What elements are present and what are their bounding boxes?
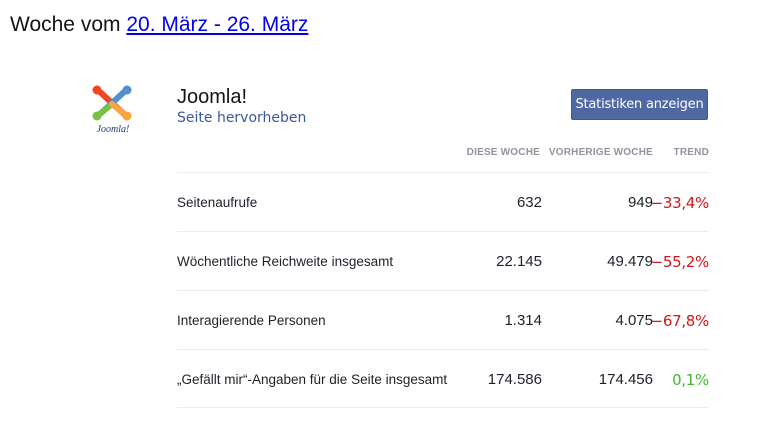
metric-label: Interagierende Personen — [177, 313, 326, 328]
table-row: „Gefällt mir“-Angaben für die Seite insg… — [177, 349, 709, 408]
previous-week-value: 174.456 — [598, 371, 653, 388]
table-row: Wöchentliche Reichweite insgesamt 22.145… — [177, 231, 709, 290]
column-header-previous-week: VORHERIGE WOCHE — [548, 147, 653, 158]
column-header-trend: TREND — [673, 147, 709, 158]
this-week-value: 1.314 — [504, 312, 542, 329]
joomla-logo[interactable]: Joomla! — [84, 80, 142, 136]
trend-value: 0,1% — [672, 371, 709, 389]
trend-value: −33,4% — [650, 194, 710, 212]
logo-wordmark: Joomla! — [97, 124, 130, 135]
previous-week-value: 49.479 — [607, 253, 653, 270]
table-row: Seitenaufrufe 632 949 −33,4% — [177, 172, 709, 231]
trend-value: −55,2% — [650, 253, 710, 271]
previous-week-value: 4.075 — [615, 312, 653, 329]
stats-table: Seitenaufrufe 632 949 −33,4% Wöchentlich… — [177, 172, 709, 408]
week-heading: Woche vom 20. März - 26. März — [10, 13, 308, 37]
metric-label: Wöchentliche Reichweite insgesamt — [177, 254, 394, 269]
date-range-link[interactable]: 20. März - 26. März — [126, 13, 309, 36]
column-header-this-week: DIESE WOCHE — [466, 147, 540, 158]
this-week-value: 174.586 — [487, 371, 542, 388]
promote-page-link[interactable]: Seite hervorheben — [177, 110, 307, 126]
week-prefix: Woche vom — [10, 13, 121, 36]
this-week-value: 632 — [516, 194, 542, 211]
previous-week-value: 949 — [627, 194, 653, 211]
page-name[interactable]: Joomla! — [177, 86, 248, 108]
joomla-logo-icon: Joomla! — [92, 85, 132, 135]
metric-label: „Gefällt mir“-Angaben für die Seite insg… — [177, 372, 448, 387]
trend-value: −67,8% — [650, 312, 710, 330]
this-week-value: 22.145 — [496, 253, 542, 270]
table-row: Interagierende Personen 1.314 4.075 −67,… — [177, 290, 709, 349]
metric-label: Seitenaufrufe — [177, 195, 258, 210]
view-stats-button[interactable]: Statistiken anzeigen — [571, 89, 708, 120]
